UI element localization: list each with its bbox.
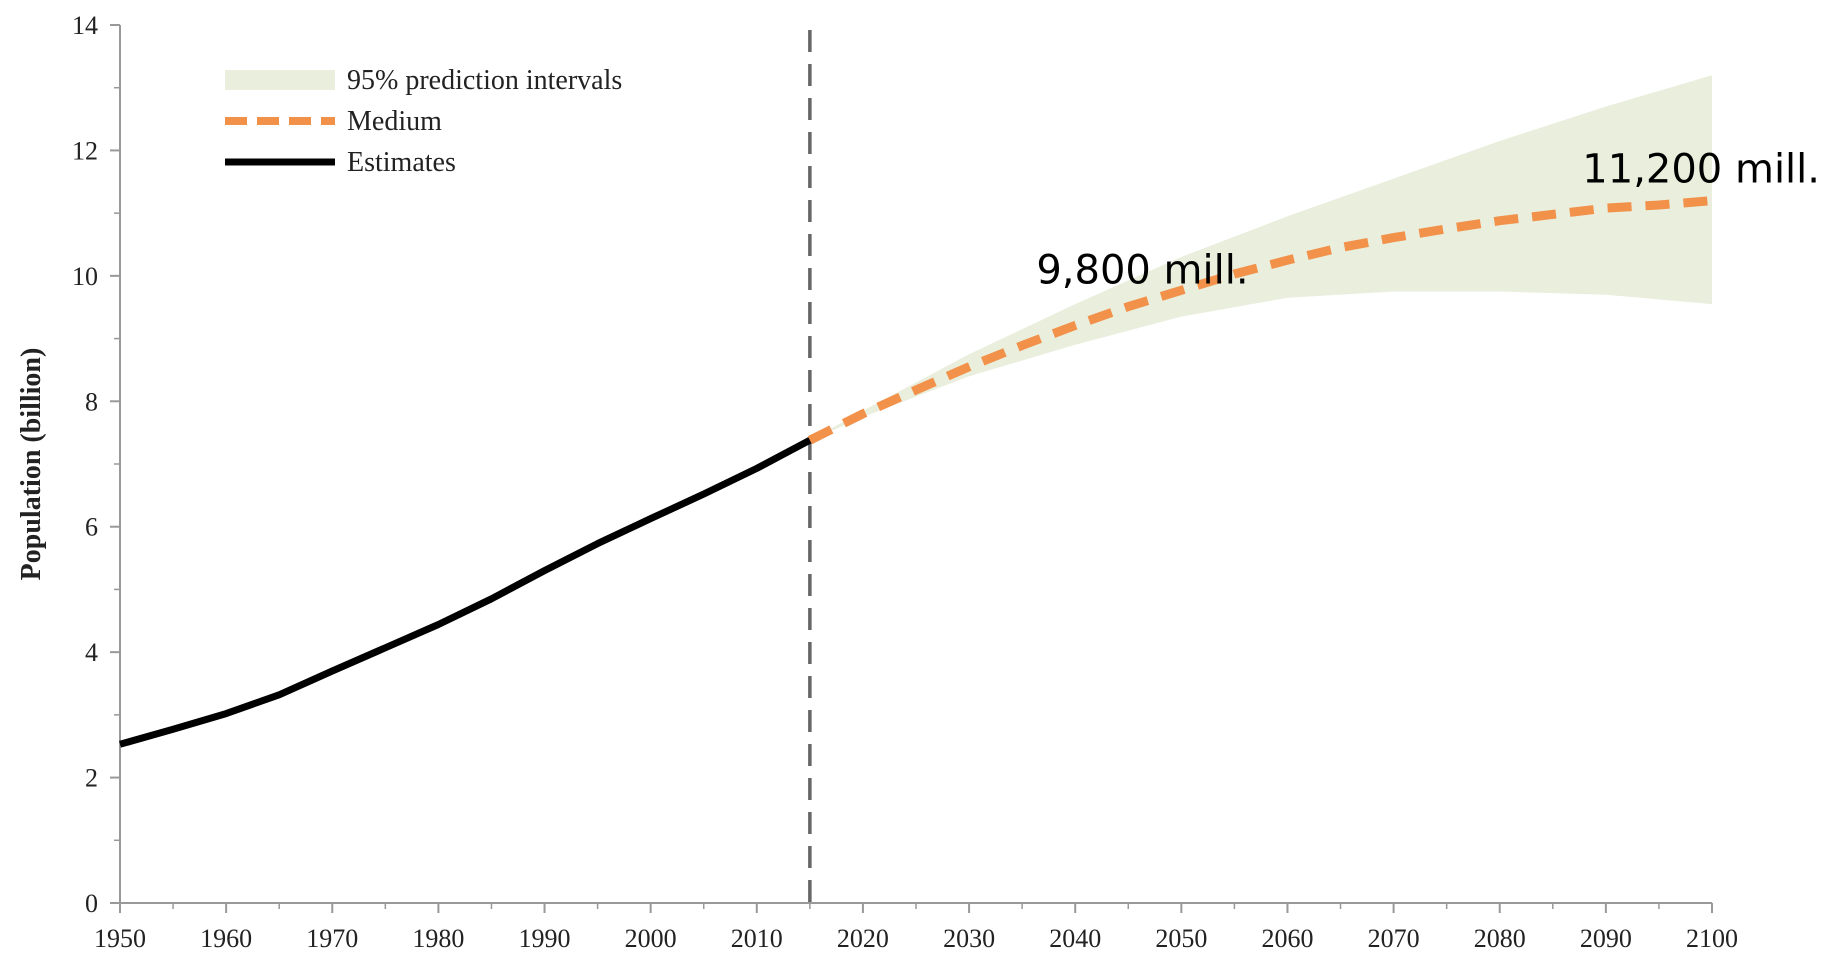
x-tick-label: 2070 (1368, 924, 1420, 953)
x-tick-label: 2030 (943, 924, 995, 953)
prediction-interval-layer (809, 75, 1712, 441)
x-tick-label: 2000 (625, 924, 677, 953)
x-tick-label: 1980 (412, 924, 464, 953)
medium-projection-line (807, 196, 1713, 445)
annotations: 9,800 mill. 11,200 mill. (1036, 147, 1820, 294)
y-tick-label: 6 (85, 513, 98, 542)
y-tick-label: 14 (72, 11, 98, 40)
x-tick-label: 1950 (94, 924, 146, 953)
x-tick-label: 2090 (1580, 924, 1632, 953)
annotation-label: 9,800 mill. (1036, 247, 1248, 293)
y-tick-label: 4 (85, 638, 98, 667)
x-tick-label: 2080 (1474, 924, 1526, 953)
series-layer (119, 196, 1713, 748)
x-tick-label: 2060 (1261, 924, 1313, 953)
x-tick-label: 2020 (837, 924, 889, 953)
y-tick-label: 12 (72, 136, 98, 165)
legend-label: Estimates (347, 147, 456, 178)
axes: 0 2 4 6 8 10 12 14 1950 1960 1970 1980 1990 2000 2010 2… (16, 11, 1738, 953)
x-tick-label: 1960 (200, 924, 252, 953)
x-tick-label: 1990 (519, 924, 571, 953)
x-tick-label: 2050 (1155, 924, 1207, 953)
y-axis-title: Population (billion) (16, 348, 47, 581)
annotation-label: 11,200 mill. (1582, 147, 1820, 193)
y-tick-label: 2 (85, 764, 98, 793)
estimates-line (119, 437, 812, 748)
x-tick-label: 2040 (1049, 924, 1101, 953)
prediction-interval-band (809, 75, 1712, 441)
x-tick-label: 2010 (731, 924, 783, 953)
y-tick-label: 8 (85, 387, 98, 416)
legend-swatch-band (225, 70, 335, 90)
x-tick-label: 1970 (306, 924, 358, 953)
x-tick-label: 2100 (1686, 924, 1738, 953)
legend: 95% prediction intervals Medium Estimates (225, 65, 622, 178)
y-tick-label: 10 (72, 262, 98, 291)
y-tick-label: 0 (85, 889, 98, 918)
legend-label: 95% prediction intervals (347, 65, 622, 96)
legend-label: Medium (347, 106, 442, 137)
